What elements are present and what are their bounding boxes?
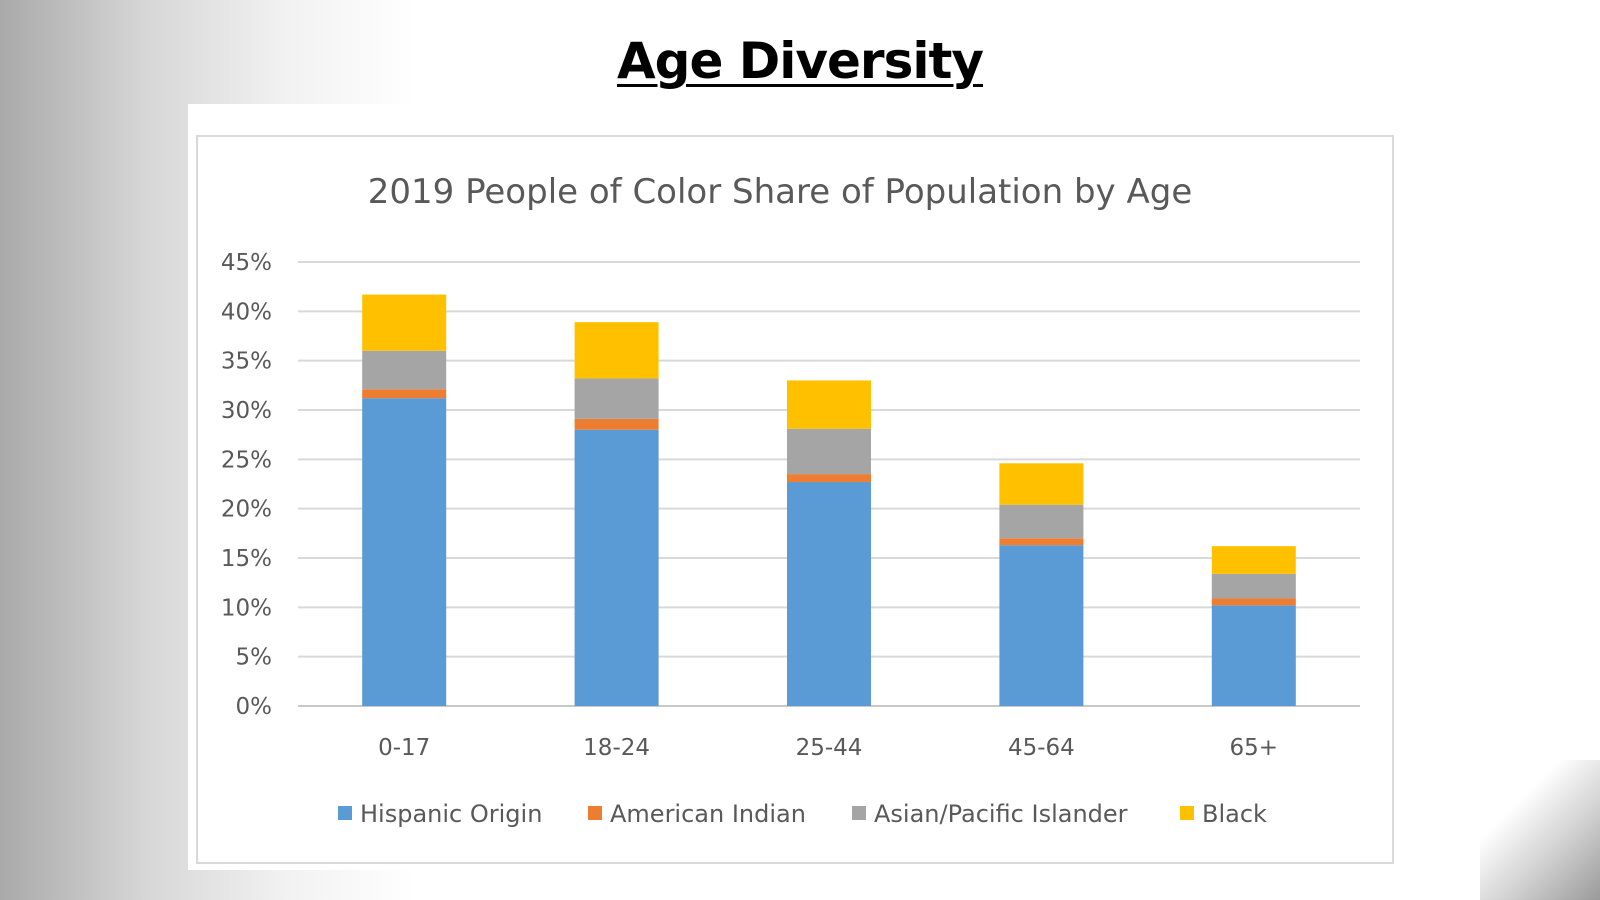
x-axis-ticks: 0-17 18-24 25-44 45-64 65+ xyxy=(378,735,1278,761)
x-tick-label: 18-24 xyxy=(583,735,650,761)
legend-swatch xyxy=(852,806,866,820)
bars xyxy=(362,294,1296,706)
bar-segment xyxy=(362,389,447,399)
legend-label: Hispanic Origin xyxy=(360,800,542,828)
slide-corner-shade xyxy=(1480,760,1600,900)
y-axis-ticks: 0% 5% 10% 15% 20% 25% 30% 35% 40% 45% xyxy=(221,250,272,720)
bar-segment xyxy=(999,545,1084,706)
chart-title: 2019 People of Color Share of Population… xyxy=(368,172,1192,212)
x-tick-label: 25-44 xyxy=(796,735,863,761)
legend-swatch xyxy=(338,806,352,820)
bar-segment xyxy=(574,429,659,706)
bar-segment xyxy=(1211,605,1296,706)
legend-label: American Indian xyxy=(610,800,806,828)
bar-segment xyxy=(787,380,871,429)
bar-segment xyxy=(999,538,1084,546)
y-tick-label: 30% xyxy=(221,398,272,424)
legend: Hispanic Origin American Indian Asian/Paci… xyxy=(338,800,1267,828)
bar-segment xyxy=(362,398,447,706)
x-tick-label: 65+ xyxy=(1230,735,1279,761)
bar-segment xyxy=(1211,598,1296,606)
bar-segment xyxy=(1211,546,1296,574)
legend-label: Asian/Pacific Islander xyxy=(874,800,1128,828)
y-tick-label: 25% xyxy=(221,447,272,473)
y-tick-label: 15% xyxy=(221,546,272,572)
y-tick-label: 20% xyxy=(221,497,272,523)
slide-title: Age Diversity xyxy=(616,32,984,90)
bar-segment xyxy=(1211,573,1296,599)
bar-segment xyxy=(999,463,1084,505)
bar-segment xyxy=(574,378,659,419)
bar-segment xyxy=(574,418,659,430)
y-tick-label: 10% xyxy=(221,595,272,621)
y-tick-label: 35% xyxy=(221,349,272,375)
bar-segment xyxy=(574,322,659,379)
y-tick-label: 45% xyxy=(221,250,272,276)
chart-frame xyxy=(196,135,1394,864)
bar-segment xyxy=(787,482,871,706)
legend-label: Black xyxy=(1202,800,1267,828)
legend-swatch xyxy=(588,806,602,820)
bar-segment xyxy=(787,474,871,483)
bar-segment xyxy=(362,294,447,351)
x-tick-label: 45-64 xyxy=(1008,735,1075,761)
legend-swatch xyxy=(1180,806,1194,820)
y-tick-label: 0% xyxy=(236,694,273,720)
bar-segment xyxy=(787,428,871,475)
y-tick-label: 5% xyxy=(236,645,273,671)
bar-segment xyxy=(362,350,447,390)
bar-segment xyxy=(999,504,1084,539)
y-tick-label: 40% xyxy=(221,299,272,325)
x-tick-label: 0-17 xyxy=(378,735,430,761)
